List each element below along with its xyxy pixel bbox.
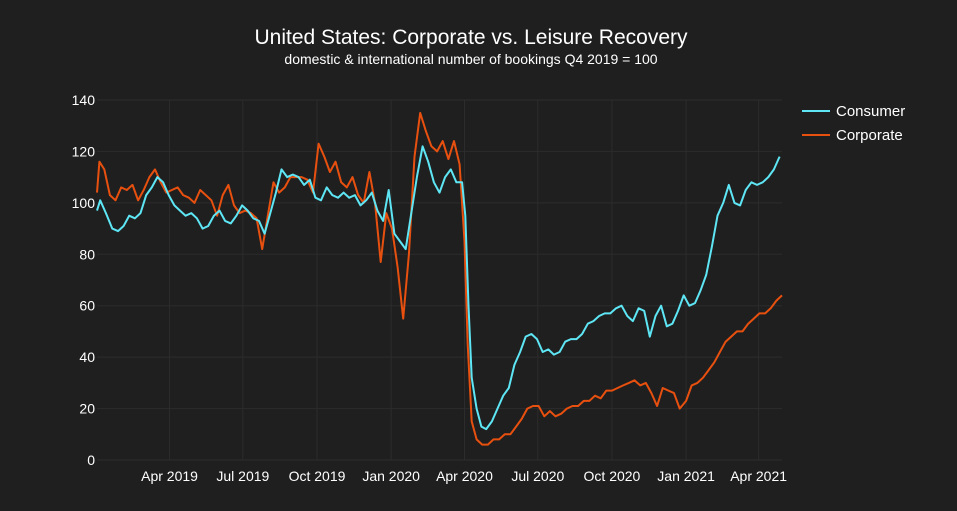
x-tick-label: Oct 2019 bbox=[289, 468, 346, 484]
x-tick-label: Oct 2020 bbox=[584, 468, 641, 484]
y-tick-label: 60 bbox=[79, 298, 95, 314]
y-tick-label: 100 bbox=[72, 195, 96, 211]
x-tick-label: Apr 2020 bbox=[436, 468, 493, 484]
y-tick-label: 0 bbox=[87, 452, 95, 468]
y-axis-ticks: 0 20 40 60 80 100 120 140 bbox=[72, 92, 96, 468]
y-tick-label: 80 bbox=[79, 246, 95, 262]
x-tick-label: Jul 2019 bbox=[216, 468, 269, 484]
chart-subtitle: domestic & international number of booki… bbox=[284, 51, 657, 67]
series-line-consumer bbox=[96, 145, 781, 431]
legend-label: Corporate bbox=[836, 127, 903, 144]
x-tick-label: Jul 2020 bbox=[511, 468, 564, 484]
x-tick-label: Apr 2021 bbox=[730, 468, 787, 484]
x-axis-ticks: Apr 2019 Jul 2019 Oct 2019 Jan 2020 Apr 2020… bbox=[141, 468, 787, 484]
x-tick-label: Jan 2021 bbox=[657, 468, 715, 484]
chart-title: United States: Corporate vs. Leisure Rec… bbox=[254, 26, 688, 49]
series-line-corporate bbox=[96, 111, 783, 446]
legend: Consumer Corporate bbox=[802, 103, 905, 144]
y-tick-label: 40 bbox=[79, 349, 95, 365]
y-tick-label: 140 bbox=[72, 92, 96, 108]
legend-label: Consumer bbox=[836, 103, 905, 120]
y-tick-label: 20 bbox=[79, 401, 95, 417]
x-tick-label: Jan 2020 bbox=[362, 468, 420, 484]
y-tick-label: 120 bbox=[72, 143, 96, 159]
x-tick-label: Apr 2019 bbox=[141, 468, 198, 484]
series-lines bbox=[96, 111, 783, 446]
